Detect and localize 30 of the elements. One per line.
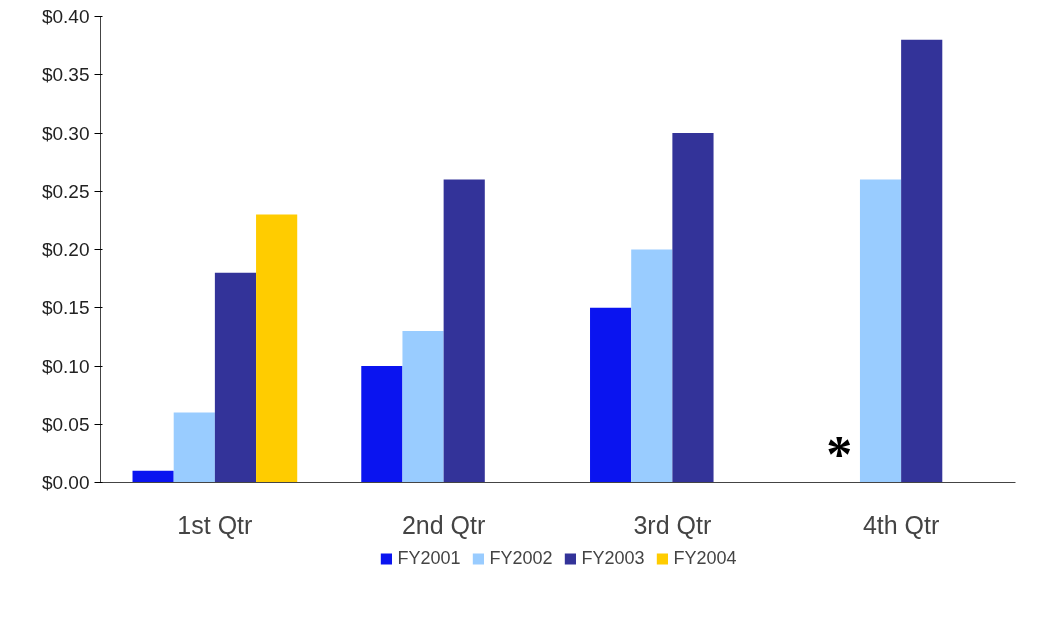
legend-label: FY2001 (397, 547, 461, 569)
x-tick-label: 4th Qtr (862, 510, 940, 539)
bar (859, 179, 902, 483)
bar (443, 179, 485, 483)
bar (631, 249, 673, 483)
bar (214, 272, 257, 483)
legend-label: FY2002 (489, 547, 553, 569)
y-tick-label: $0.35 (41, 64, 90, 86)
bar (672, 133, 714, 483)
bar (256, 214, 298, 483)
y-tick-label: $0.00 (41, 472, 90, 493)
y-tick-label: $0.40 (41, 6, 90, 27)
y-tick-label: $0.30 (41, 122, 90, 144)
x-tick-label: 3rd Qtr (633, 510, 712, 539)
legend-label: FY2004 (673, 547, 737, 569)
annotation: * (826, 425, 853, 483)
y-tick-label: $0.20 (41, 239, 90, 260)
y-tick-label: $0.25 (41, 180, 90, 202)
bar (402, 331, 444, 483)
bar (132, 470, 174, 483)
y-tick-label: $0.05 (41, 413, 90, 435)
y-tick-label: $0.15 (41, 297, 90, 319)
legend-label: FY2003 (581, 547, 645, 569)
x-tick-label: 1st Qtr (177, 510, 253, 539)
bar (901, 39, 943, 483)
x-tick-label: 2nd Qtr (401, 510, 486, 539)
y-tick-label: $0.10 (41, 355, 90, 377)
bar (173, 412, 215, 483)
bar (590, 307, 632, 483)
bar (361, 366, 403, 483)
